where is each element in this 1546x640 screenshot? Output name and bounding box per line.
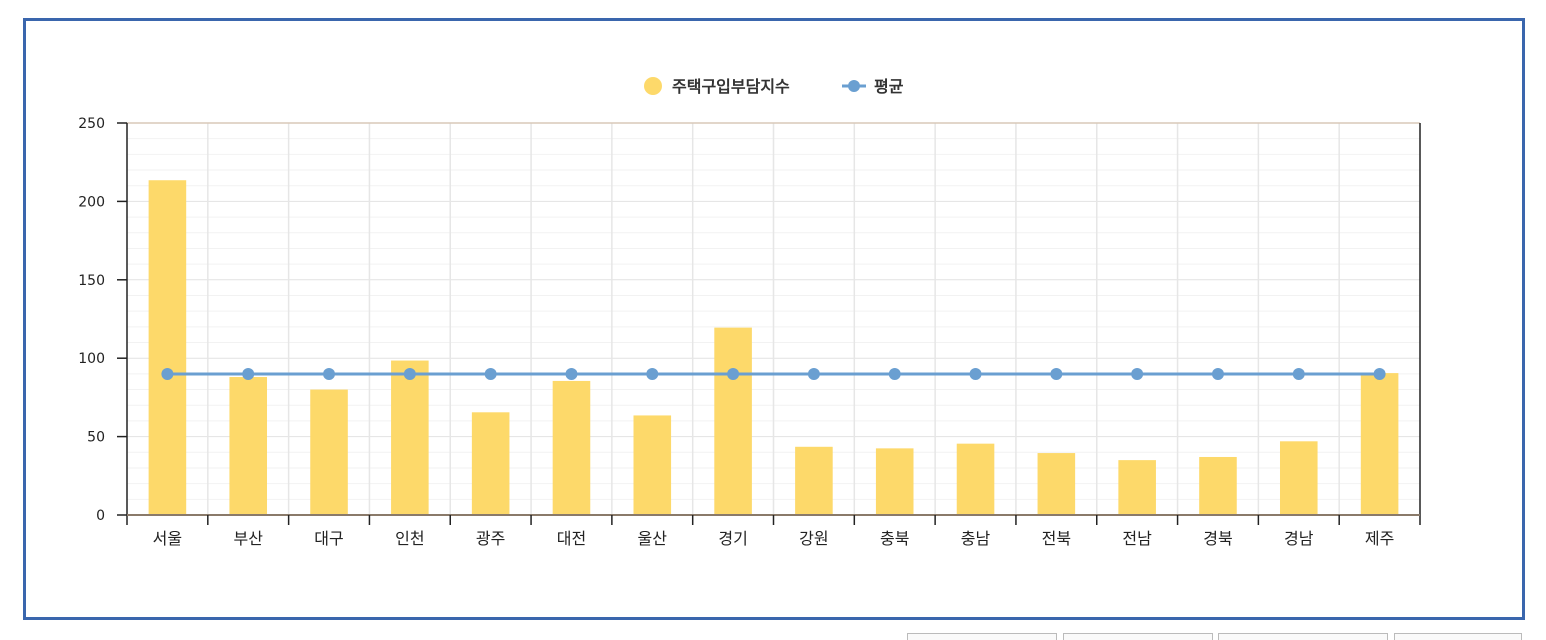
- chart-frame: 0 50 100 150 200 250 서울 부산 대구 인천 광주 대전 울산 경기 강원 충북 충남 전북 전…: [23, 18, 1525, 620]
- axis-labels: 0 50 100 150 200 250 서울 부산 대구 인천 광주 대전 울산 경기 강원 충북 충남 전북 전…: [78, 116, 1394, 548]
- average-point-전남: [1131, 368, 1144, 381]
- x-tick-label: 광주: [476, 529, 505, 548]
- average-point-강원: [807, 368, 820, 381]
- legend-item-line[interactable]: 평균: [842, 77, 904, 96]
- bar-경기: [714, 327, 752, 515]
- average-point-경남: [1292, 368, 1305, 381]
- average-point-광주: [484, 368, 497, 381]
- bar-서울: [148, 180, 187, 515]
- bar-대구: [310, 389, 348, 515]
- strip-button-3[interactable]: [1218, 633, 1388, 640]
- y-tick-label: 50: [87, 430, 105, 446]
- y-tick-label: 200: [78, 194, 105, 210]
- bar-광주: [471, 412, 510, 515]
- average-point-울산: [646, 368, 659, 381]
- average-point-경북: [1211, 368, 1224, 381]
- x-tick-label: 대전: [557, 529, 586, 548]
- average-line-series: [161, 368, 1386, 381]
- y-tick-label: 150: [78, 273, 105, 289]
- x-tick-label: 제주: [1365, 529, 1394, 548]
- x-tick-label: 전남: [1122, 529, 1152, 548]
- average-point-경기: [727, 368, 740, 381]
- average-point-충남: [969, 368, 982, 381]
- x-tick-label: 전북: [1042, 529, 1071, 548]
- x-tick-label: 부산: [233, 529, 263, 548]
- strip-button-1[interactable]: [907, 633, 1057, 640]
- y-tick-label: 100: [78, 351, 105, 367]
- bar-경북: [1199, 456, 1237, 515]
- strip-button-2[interactable]: [1063, 633, 1213, 640]
- bar-series: [148, 180, 1399, 515]
- axes: [117, 122, 1421, 525]
- bar-울산: [633, 415, 672, 515]
- bar-제주: [1360, 373, 1399, 515]
- y-tick-label: 0: [96, 508, 105, 524]
- bar-충남: [956, 443, 995, 515]
- average-point-부산: [242, 368, 255, 381]
- average-point-충북: [888, 368, 901, 381]
- bar-인천: [391, 360, 429, 515]
- bottom-button-strip: [0, 630, 1546, 640]
- x-tick-label: 충남: [961, 529, 991, 548]
- x-tick-label: 경북: [1203, 529, 1232, 548]
- bar-경남: [1279, 441, 1318, 515]
- legend-line-label: 평균: [874, 77, 904, 96]
- bar-부산: [229, 377, 268, 515]
- x-tick-label: 서울: [153, 529, 182, 548]
- average-point-인천: [403, 368, 416, 381]
- average-point-제주: [1373, 368, 1386, 381]
- bar-전북: [1037, 453, 1076, 515]
- x-tick-label: 울산: [638, 529, 668, 548]
- x-tick-label: 대구: [314, 529, 343, 548]
- legend-bar-marker: [644, 77, 662, 95]
- bar-대전: [552, 380, 591, 515]
- chart: 0 50 100 150 200 250 서울 부산 대구 인천 광주 대전 울산 경기 강원 충북 충남 전북 전…: [78, 77, 1421, 548]
- average-point-대전: [565, 368, 578, 381]
- x-tick-label: 경남: [1284, 529, 1314, 548]
- average-point-서울: [161, 368, 174, 381]
- x-tick-label: 인천: [395, 529, 424, 548]
- x-tick-label: 강원: [799, 529, 828, 548]
- legend-bar-label: 주택구입부담지수: [672, 77, 790, 96]
- legend-item-bar[interactable]: 주택구입부담지수: [644, 77, 790, 96]
- x-tick-label: 경기: [718, 529, 747, 548]
- bar-전남: [1118, 460, 1156, 515]
- average-point-대구: [323, 368, 336, 381]
- average-point-전북: [1050, 368, 1063, 381]
- legend[interactable]: 주택구입부담지수 평균: [644, 77, 904, 96]
- strip-button-4[interactable]: [1394, 633, 1522, 640]
- x-tick-label: 충북: [880, 529, 909, 548]
- legend-line-marker: [848, 80, 860, 92]
- bar-충북: [875, 448, 914, 515]
- bar-강원: [795, 446, 833, 515]
- y-tick-label: 250: [78, 116, 105, 132]
